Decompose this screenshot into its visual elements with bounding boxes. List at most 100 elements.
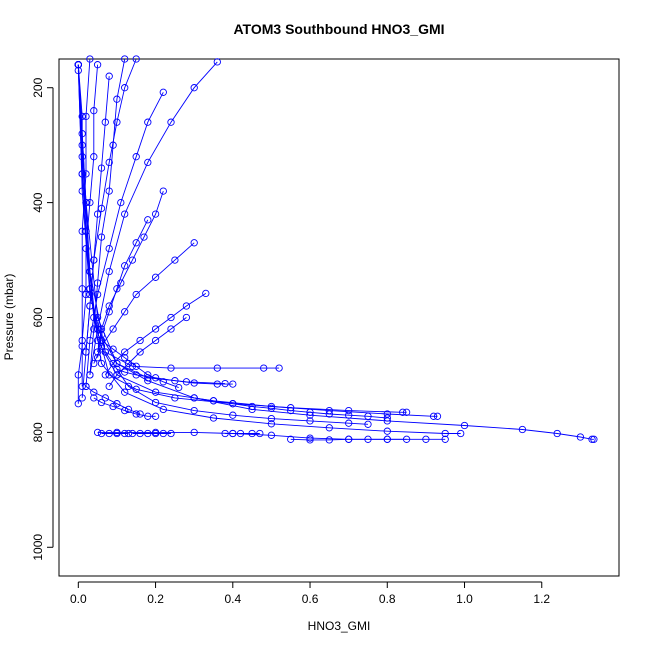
data-point [345, 419, 353, 427]
data-point [105, 302, 113, 310]
data-point [86, 371, 94, 379]
data-point [78, 382, 86, 391]
series-16 [86, 55, 129, 379]
data-point [132, 239, 140, 247]
data-point [171, 394, 179, 402]
data-point [74, 61, 82, 69]
series-line [81, 76, 110, 398]
data-point [213, 380, 221, 388]
data-point [90, 325, 98, 333]
series-line [108, 317, 187, 387]
y-axis: 200 400 600 800 1000 [31, 77, 54, 561]
data-point [190, 239, 198, 247]
data-point [82, 348, 90, 356]
data-point [121, 308, 129, 316]
data-point [151, 325, 160, 333]
data-point [159, 378, 167, 386]
data-point [113, 429, 121, 438]
x-tick-label: 0.6 [302, 592, 319, 606]
data-point [151, 336, 160, 345]
data-point [121, 388, 129, 396]
data-point [383, 427, 391, 435]
data-point [151, 374, 160, 382]
data-point [151, 429, 160, 438]
data-point [78, 112, 86, 121]
data-point [306, 436, 314, 444]
x-tick-label: 0.2 [147, 592, 164, 606]
data-point [97, 233, 106, 241]
data-point [78, 342, 86, 350]
data-point [229, 411, 237, 419]
series-line [77, 64, 369, 425]
data-point [86, 55, 94, 63]
data-point [260, 364, 268, 372]
data-point [267, 420, 276, 428]
data-point [182, 313, 191, 322]
data-point [518, 425, 527, 434]
data-point [441, 429, 449, 438]
data-point [93, 325, 102, 333]
data-point [402, 408, 411, 416]
data-point [105, 244, 113, 253]
data-point [105, 187, 113, 195]
data-point [325, 410, 333, 418]
series-15 [93, 216, 152, 362]
data-point [175, 383, 183, 392]
data-point [113, 400, 121, 408]
data-point [82, 244, 90, 253]
data-point [97, 164, 106, 172]
data-point [248, 429, 256, 438]
series-line [77, 58, 91, 404]
data-point [97, 398, 106, 407]
series-29 [190, 394, 391, 422]
data-point [590, 435, 598, 443]
x-tick-label: 0.0 [70, 592, 87, 606]
data-point [553, 429, 561, 438]
series-25 [221, 429, 264, 438]
data-point [109, 359, 117, 368]
data-point [190, 394, 198, 402]
data-point [97, 325, 106, 333]
data-point [144, 429, 152, 438]
data-point [229, 429, 237, 438]
data-point [121, 368, 129, 376]
data-point [221, 429, 229, 438]
data-point [105, 72, 113, 80]
data-point [383, 410, 391, 418]
chart-title: ATOM3 Southbound HNO3_GMI [233, 21, 444, 37]
data-point [93, 290, 102, 299]
data-point [136, 410, 144, 418]
data-point [121, 84, 129, 92]
data-point [345, 435, 353, 443]
data-point [256, 429, 264, 438]
data-point [90, 388, 98, 396]
data-point [190, 406, 198, 415]
data-point [190, 379, 198, 387]
plot-area-frame [58, 58, 620, 577]
data-point [86, 290, 94, 299]
series-23 [82, 382, 144, 418]
series-line [89, 58, 126, 375]
data-point [113, 365, 121, 373]
data-point [74, 371, 82, 379]
data-point [109, 325, 117, 333]
data-point [113, 371, 121, 379]
data-point [140, 233, 148, 241]
series-14 [93, 187, 167, 356]
data-point [136, 348, 144, 356]
data-point [151, 412, 160, 420]
data-point [267, 404, 276, 412]
data-point [144, 216, 152, 224]
series-6 [74, 61, 229, 388]
data-point [383, 435, 391, 443]
data-point [171, 256, 179, 264]
data-point [97, 429, 106, 438]
data-point [345, 411, 353, 419]
data-point [117, 279, 125, 287]
data-point [101, 394, 109, 402]
data-point [105, 267, 113, 276]
data-point [124, 382, 133, 391]
x-tick-label: 1.0 [456, 592, 473, 606]
data-point [221, 379, 229, 388]
data-point [457, 429, 465, 438]
